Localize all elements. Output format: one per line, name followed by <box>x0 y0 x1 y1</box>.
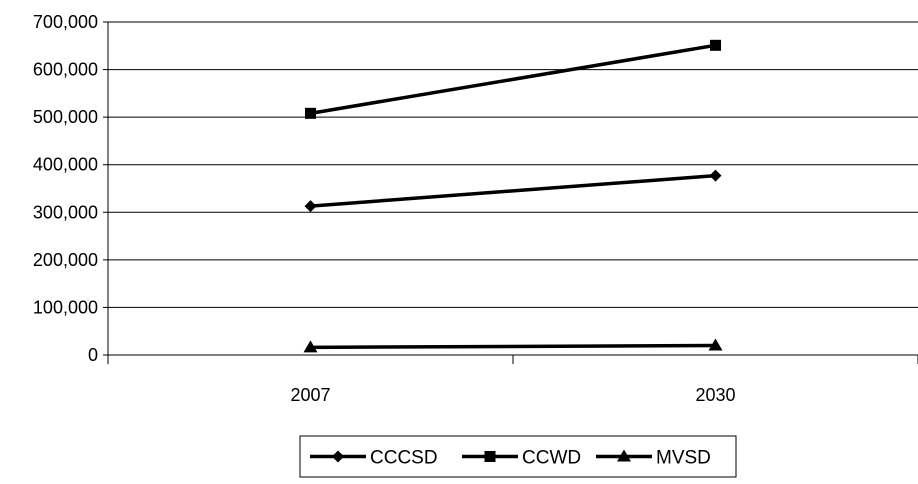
series-lines <box>303 39 723 353</box>
legend: CCCSD CCWD MVSD <box>299 435 737 478</box>
y-tick-label: 200,000 <box>33 250 98 270</box>
y-tick-label: 300,000 <box>33 202 98 222</box>
gridlines <box>108 21 918 308</box>
series-line-ccwd <box>310 43 716 116</box>
axes <box>103 21 918 364</box>
y-tick-label: 500,000 <box>33 107 98 127</box>
y-tick-label: 700,000 <box>33 12 98 32</box>
legend-marker-mvsd <box>617 449 631 462</box>
y-tick-label: 100,000 <box>33 297 98 317</box>
legend-label-mvsd: MVSD <box>656 448 711 469</box>
data-point-ccwd <box>710 39 721 51</box>
legend-label-ccwd: CCWD <box>522 448 581 469</box>
y-tick-label: 0 <box>88 345 98 365</box>
series-line-mvsd <box>310 343 716 350</box>
data-point-mvsd <box>708 338 723 351</box>
legend-label-cccsd: CCCSD <box>370 448 438 469</box>
data-point-cccsd <box>304 200 317 213</box>
x-tick-label: 2007 <box>290 385 330 405</box>
y-tick-label: 600,000 <box>33 60 98 80</box>
series-line-cccsd <box>310 173 716 208</box>
data-point-cccsd <box>709 169 722 182</box>
data-point-ccwd <box>305 107 316 119</box>
x-axis-tick-labels: 2007 2030 <box>290 385 735 405</box>
data-point-mvsd <box>303 340 318 353</box>
y-axis-tick-labels: 0 100,000 200,000 300,000 400,000 500,000 600,… <box>33 12 98 365</box>
legend-marker-cccsd <box>332 450 344 463</box>
legend-marker-ccwd <box>484 451 496 462</box>
y-tick-label: 400,000 <box>33 155 98 175</box>
x-tick-label: 2030 <box>695 385 735 405</box>
